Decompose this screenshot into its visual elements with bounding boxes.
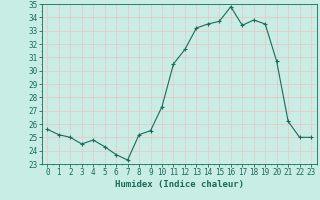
X-axis label: Humidex (Indice chaleur): Humidex (Indice chaleur)	[115, 180, 244, 189]
